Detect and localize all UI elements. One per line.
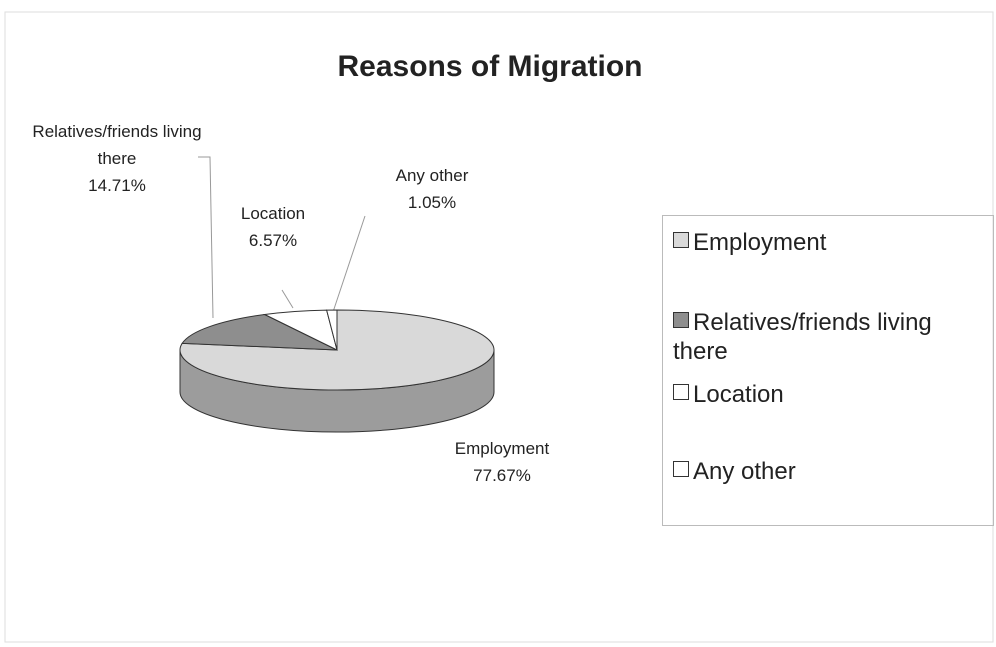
data-label: Relatives/friends living there 14.71% bbox=[27, 118, 207, 199]
legend-swatch bbox=[673, 461, 689, 477]
legend-item: Any other bbox=[673, 457, 993, 486]
data-label: Location 6.57% bbox=[183, 200, 363, 254]
leader-line bbox=[281, 289, 294, 309]
data-label: Employment 77.67% bbox=[412, 435, 592, 489]
chart-title: Reasons of Migration bbox=[337, 50, 643, 83]
data-label-name: Location bbox=[240, 204, 306, 223]
data-label-name: Any other bbox=[395, 166, 469, 185]
data-label-value: 6.57% bbox=[248, 231, 298, 250]
legend-swatch bbox=[673, 312, 689, 328]
data-label-value: 77.67% bbox=[473, 466, 531, 485]
data-label: Any other 1.05% bbox=[342, 162, 522, 216]
legend: Employment Relatives/friends living there… bbox=[662, 215, 994, 526]
legend-label: Any other bbox=[693, 458, 796, 485]
leader-line bbox=[198, 156, 214, 319]
data-label-value: 14.71% bbox=[88, 176, 146, 195]
legend-item: Relatives/friends living there bbox=[673, 308, 993, 366]
leader-line bbox=[332, 215, 366, 313]
legend-swatch bbox=[673, 232, 689, 248]
legend-label: Employment bbox=[693, 229, 827, 256]
data-label-name: Relatives/friends living there bbox=[32, 122, 202, 168]
data-label-name: Employment bbox=[454, 439, 550, 458]
pie-slice bbox=[181, 313, 338, 351]
legend-swatch bbox=[673, 384, 689, 400]
data-label-value: 1.05% bbox=[407, 193, 457, 212]
legend-label: Relatives/friends living there bbox=[673, 309, 932, 365]
legend-label: Location bbox=[693, 381, 784, 408]
pie-slice bbox=[326, 309, 338, 351]
legend-item: Employment bbox=[673, 228, 993, 257]
legend-item: Location bbox=[673, 380, 993, 409]
